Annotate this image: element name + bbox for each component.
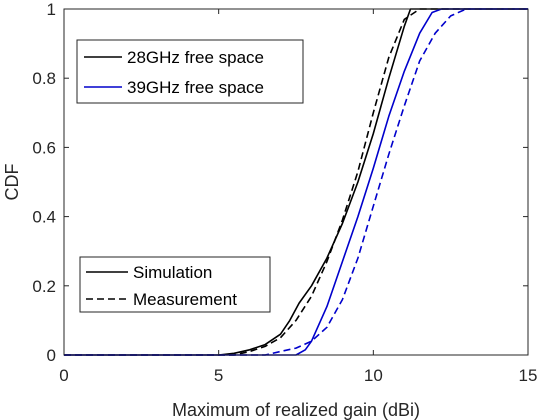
y-axis-label: CDF	[2, 164, 22, 201]
axes-box	[63, 8, 529, 356]
y-tick-label: 0.8	[32, 69, 56, 88]
legend-method: Simulation Measurement	[79, 256, 271, 313]
y-tick-label: 0.2	[32, 277, 56, 296]
x-axis-label: Maximum of realized gain (dBi)	[172, 400, 420, 420]
legend-method-label: Simulation	[133, 263, 212, 282]
series-layer	[64, 8, 528, 356]
series-line-28GHz-simulation	[64, 8, 528, 356]
legend-method-label: Measurement	[133, 290, 237, 309]
legend-frequency-label: 28GHz free space	[127, 48, 264, 67]
series-line-39GHz-simulation	[64, 8, 528, 356]
x-tick-label: 10	[364, 366, 383, 385]
y-tick-label: 0.4	[32, 208, 56, 227]
legend-method-box	[79, 256, 271, 313]
y-tick-label: 0.6	[32, 138, 56, 157]
series-line-39GHz-measurement	[64, 8, 528, 356]
axes-layer	[63, 8, 529, 356]
series-line-28GHz-measurement	[64, 8, 528, 356]
y-tick-label: 1	[47, 0, 56, 19]
ticks-layer: 0 5 10 15 0 0.2 0.4 0.6 0.8 1	[32, 0, 537, 385]
legend-frequency-label: 39GHz free space	[127, 78, 264, 97]
y-tick-label: 0	[47, 346, 56, 365]
x-tick-label: 0	[59, 366, 68, 385]
x-tick-label: 5	[214, 366, 223, 385]
legend-frequency: 28GHz free space 39GHz free space	[76, 39, 304, 104]
x-tick-label: 15	[519, 366, 538, 385]
legend-frequency-box	[76, 39, 304, 104]
